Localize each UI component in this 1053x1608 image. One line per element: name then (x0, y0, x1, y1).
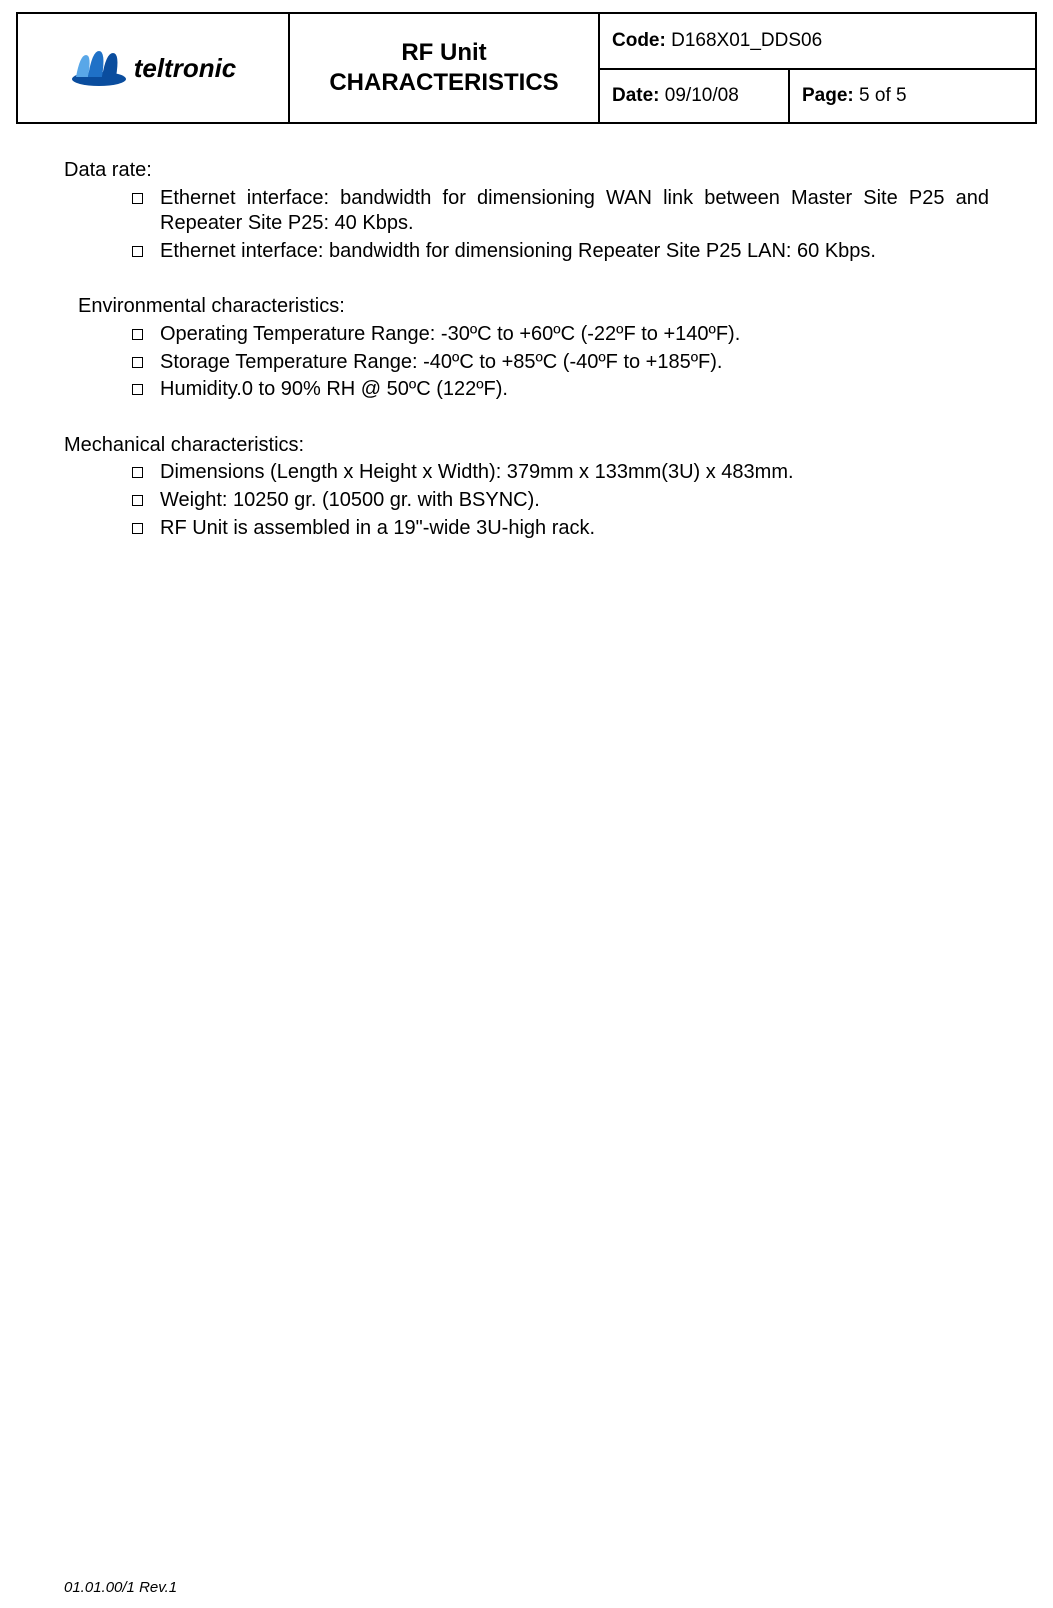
document-title-cell: RF Unit CHARACTERISTICS (289, 13, 599, 123)
document-body: Data rate: Ethernet interface: bandwidth… (0, 124, 1053, 541)
logo: teltronic (30, 49, 276, 87)
mechanical-heading: Mechanical characteristics: (64, 433, 989, 459)
date-cell: Date: 09/10/08 (599, 69, 789, 123)
data-rate-heading: Data rate: (64, 158, 989, 184)
title-line-1: RF Unit (302, 38, 586, 68)
list-item: Humidity.0 to 90% RH @ 50ºC (122ºF). (160, 377, 989, 403)
page-cell: Page: 5 of 5 (789, 69, 1036, 123)
list-item: Operating Temperature Range: -30ºC to +6… (160, 322, 989, 348)
environmental-heading: Environmental characteristics: (64, 294, 989, 320)
page-label: Page: (802, 85, 859, 106)
date-label: Date: (612, 85, 665, 106)
list-item: Ethernet interface: bandwidth for dimens… (160, 239, 989, 265)
list-item: RF Unit is assembled in a 19"-wide 3U-hi… (160, 516, 989, 542)
page-value: 5 of 5 (859, 85, 907, 106)
code-label: Code: (612, 30, 671, 51)
logo-cell: teltronic (17, 13, 289, 123)
data-rate-list: Ethernet interface: bandwidth for dimens… (64, 186, 989, 265)
list-item: Dimensions (Length x Height x Width): 37… (160, 460, 989, 486)
logo-text: teltronic (134, 53, 237, 84)
mechanical-list: Dimensions (Length x Height x Width): 37… (64, 460, 989, 541)
list-item: Ethernet interface: bandwidth for dimens… (160, 186, 989, 237)
document-header-table: teltronic RF Unit CHARACTERISTICS Code: … (16, 12, 1037, 124)
code-value: D168X01_DDS06 (671, 30, 822, 51)
date-value: 09/10/08 (665, 85, 739, 106)
code-cell: Code: D168X01_DDS06 (599, 13, 1036, 69)
environmental-list: Operating Temperature Range: -30ºC to +6… (64, 322, 989, 403)
footer-revision: 01.01.00/1 Rev.1 (64, 1579, 177, 1596)
list-item: Storage Temperature Range: -40ºC to +85º… (160, 350, 989, 376)
title-line-2: CHARACTERISTICS (302, 68, 586, 98)
teltronic-logo-icon (70, 49, 128, 87)
list-item: Weight: 10250 gr. (10500 gr. with BSYNC)… (160, 488, 989, 514)
